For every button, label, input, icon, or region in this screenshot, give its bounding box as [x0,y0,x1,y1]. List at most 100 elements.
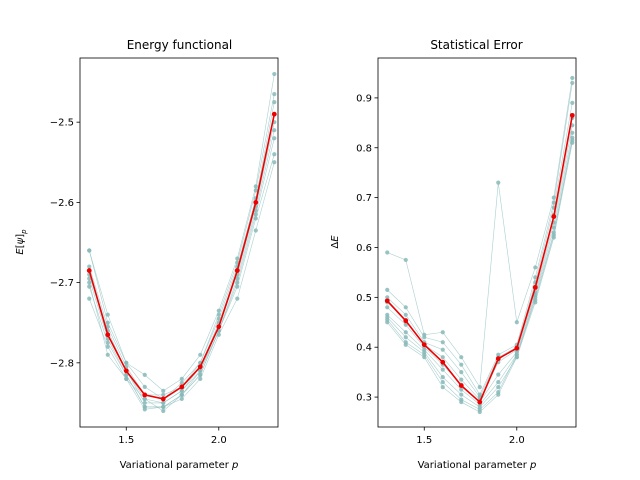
run-data-point [272,136,277,141]
run-data-point [403,322,408,327]
x-tick-label: 2.0 [211,435,227,446]
run-data-point [459,387,464,392]
run-data-point [459,392,464,397]
x-tick-label: 1.5 [416,435,432,446]
run-data-point [142,396,147,402]
run-data-point [496,392,501,397]
mean-data-point [551,214,557,219]
run-data-point [477,385,482,390]
run-data-point [179,388,184,393]
run-data-point [459,355,464,360]
mean-data-point [197,364,203,370]
run-data-point [142,372,147,377]
run-data-point [235,284,240,289]
mean-data-point [86,268,92,273]
run-data-point [570,130,575,135]
y-tick-label: 0.6 [356,243,372,254]
x-axis-label-var: p [231,460,238,471]
mean-data-point [495,356,501,362]
run-data-point [459,370,464,375]
y-tick-label: −2.5 [50,118,74,129]
run-data-point [235,296,240,301]
run-data-point [105,312,110,317]
x-axis-ticks: 1.5 2.0 [118,427,227,446]
y-tick-label: −2.8 [50,358,74,369]
x-axis-label: Variational parameter p [120,460,239,471]
y-axis-label: E[ψ]p [15,229,28,255]
run-data-point [440,347,445,352]
run-data-point [496,372,501,377]
run-data-point [179,392,184,398]
run-data-point [198,372,203,377]
run-data-point [385,287,390,292]
run-data-point [272,100,277,105]
run-data-point [253,184,258,189]
y-axis-label: ΔE [330,235,341,249]
run-data-point [440,380,445,385]
run-data-point [403,330,408,335]
run-data-point [459,362,464,367]
run-data-point [385,250,390,255]
y-tick-label: 0.7 [356,193,372,204]
run-data-point [440,355,445,360]
run-data-point [551,235,556,240]
statistical-error-panel: Statistical Error 1.5 2.0 0.3 0.4 0.5 0.6 0.7… [330,38,577,471]
mean-data-point [514,345,520,351]
run-data-point [570,100,575,105]
run-data-point [87,276,92,281]
mean-data-point [532,284,538,290]
mean-data-point [253,199,259,205]
mean-data-point [384,298,390,304]
run-data-point [477,409,482,415]
run-data-point [198,376,203,381]
mean-data-point [179,384,185,390]
chart-title: Energy functional [127,38,233,52]
run-data-point [496,380,501,385]
mean-data-point [234,268,240,273]
plot-area [384,75,575,415]
run-data-point [272,128,277,133]
run-data-point [142,400,147,406]
run-data-point [87,296,92,301]
run-data-point [440,375,445,380]
run-data-point [253,228,258,233]
run-data-point [161,400,166,406]
x-axis-label-var: p [529,460,536,471]
run-data-point [179,376,184,381]
run-data-point [198,352,203,357]
mean-data-point [123,368,129,374]
run-data-point [161,388,166,393]
mean-data-point [160,396,166,402]
y-axis-ticks: 0.3 0.4 0.5 0.6 0.7 0.8 0.9 [356,93,378,404]
run-data-point [385,320,390,325]
run-data-point [570,80,575,86]
run-data-point [496,180,501,185]
mean-data-point [421,342,427,348]
x-axis-label-text: Variational parameter [418,460,530,471]
run-data-point [403,342,408,347]
run-data-point [403,257,408,263]
run-data-point [105,344,110,349]
y-tick-label: −2.7 [50,278,74,289]
mean-data-point [403,318,409,324]
x-axis-label-text: Variational parameter [120,460,232,471]
y-tick-label: 0.3 [356,393,372,404]
x-axis-label: Variational parameter p [418,460,537,471]
run-data-point [551,200,556,205]
run-data-point [105,352,110,357]
mean-data-point [458,383,464,389]
run-data-point [161,404,166,410]
run-data-point [87,264,92,269]
x-axis-ticks: 1.5 2.0 [416,427,525,446]
x-tick-label: 1.5 [118,435,134,446]
run-data-point [385,305,390,310]
y-tick-label: 0.9 [356,93,372,104]
run-data-point [272,92,277,97]
y-axis-ticks: −2.8 −2.7 −2.6 −2.5 [50,118,80,369]
run-data-point [124,376,129,381]
run-data-point [422,355,427,360]
run-data-point [403,305,408,310]
run-data-point [385,295,390,300]
mean-data-point [271,111,277,117]
